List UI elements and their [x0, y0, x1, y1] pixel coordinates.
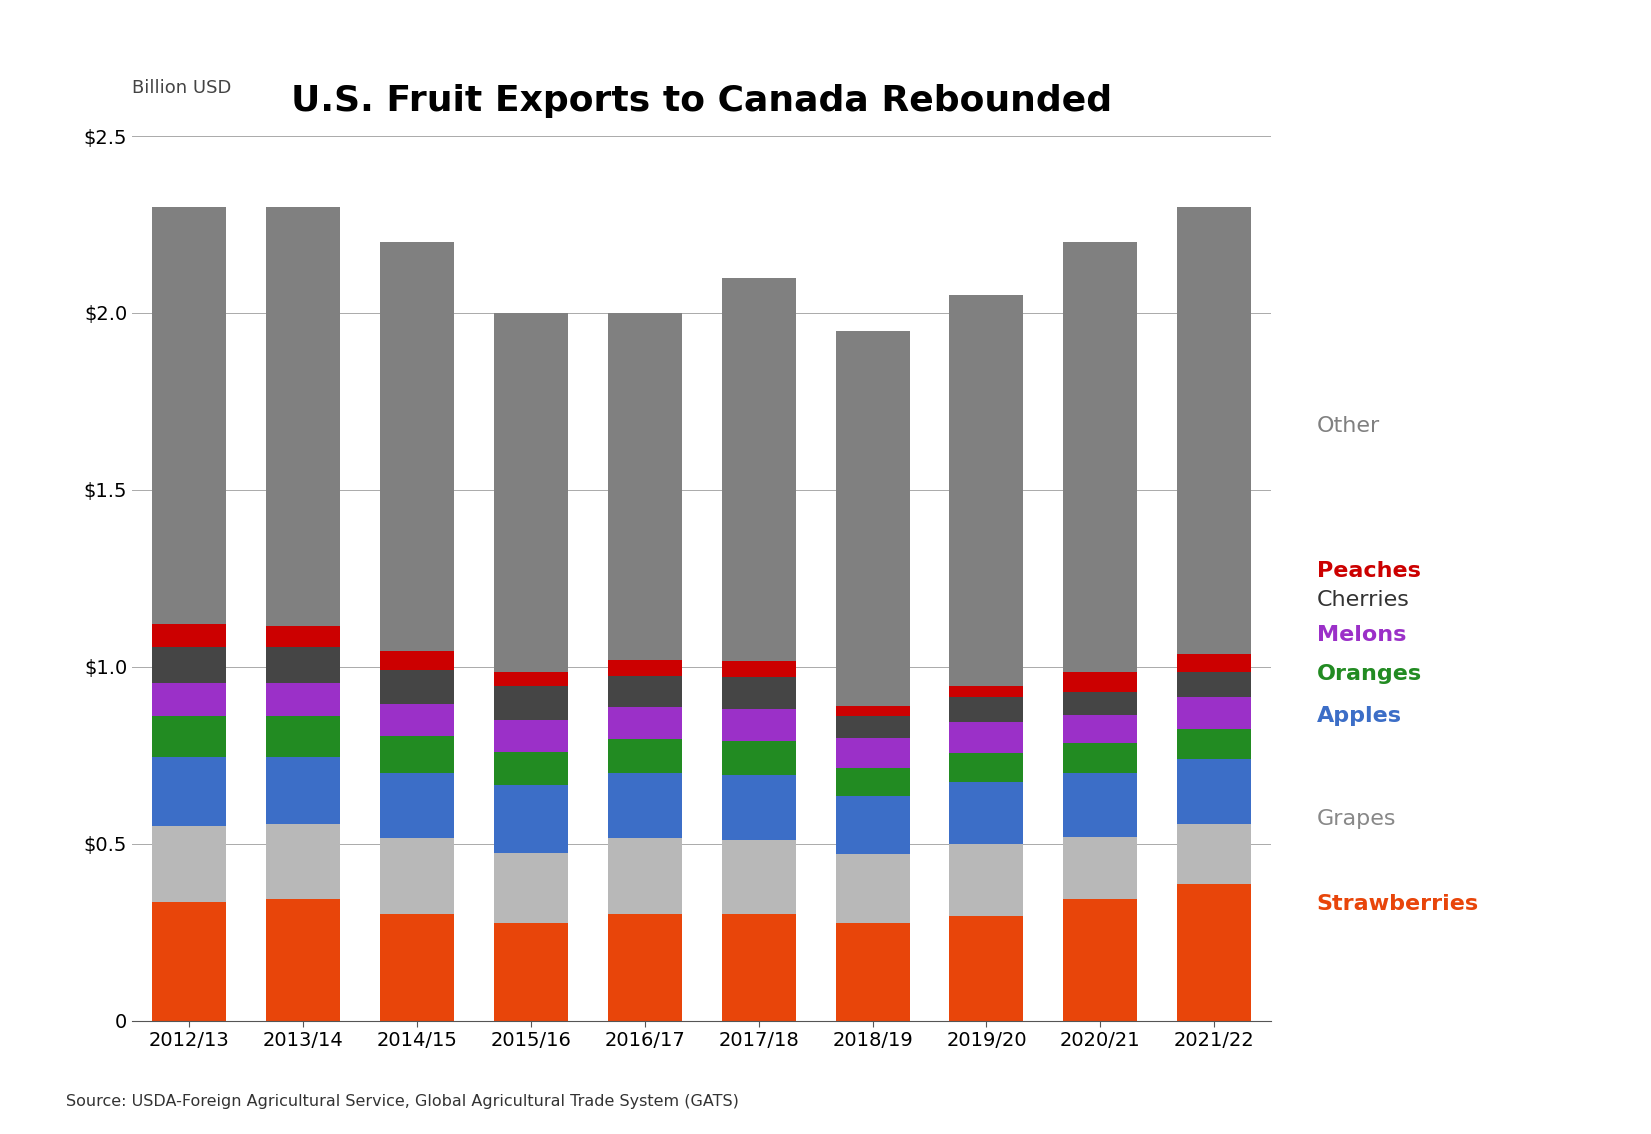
Bar [380, 243, 454, 651]
Bar [494, 672, 568, 686]
Bar [835, 705, 910, 717]
Bar [266, 758, 340, 824]
Bar [152, 902, 226, 1021]
Text: Other: Other [1317, 416, 1380, 437]
Bar [152, 717, 226, 758]
Bar [608, 660, 682, 676]
Bar [266, 206, 340, 626]
Bar [721, 742, 796, 775]
Text: Billion USD: Billion USD [132, 79, 231, 98]
Bar [949, 697, 1024, 721]
Bar [1063, 243, 1138, 672]
Bar [1177, 729, 1251, 759]
Bar [608, 914, 682, 1021]
Bar [1063, 692, 1138, 714]
Bar [266, 824, 340, 898]
Bar [608, 838, 682, 914]
Bar [949, 753, 1024, 781]
Bar [835, 854, 910, 923]
Bar [949, 686, 1024, 697]
Bar [266, 717, 340, 758]
Bar [1177, 672, 1251, 697]
Bar [266, 898, 340, 1021]
Bar [266, 626, 340, 648]
Bar [1177, 697, 1251, 729]
Bar [1063, 672, 1138, 692]
Bar [380, 914, 454, 1021]
Bar [494, 786, 568, 853]
Bar [835, 331, 910, 705]
Bar [835, 768, 910, 796]
Bar [835, 796, 910, 854]
Bar [266, 683, 340, 717]
Text: Cherries: Cherries [1317, 590, 1410, 610]
Text: Peaches: Peaches [1317, 561, 1422, 582]
Bar [608, 773, 682, 838]
Title: U.S. Fruit Exports to Canada Rebounded: U.S. Fruit Exports to Canada Rebounded [291, 84, 1113, 118]
Bar [949, 844, 1024, 916]
Bar [494, 686, 568, 720]
Text: Melons: Melons [1317, 625, 1407, 645]
Bar [1177, 824, 1251, 885]
Bar [835, 717, 910, 737]
Bar [152, 758, 226, 826]
Bar [1177, 885, 1251, 1021]
Bar [380, 704, 454, 736]
Text: Grapes: Grapes [1317, 809, 1397, 829]
Text: Strawberries: Strawberries [1317, 894, 1479, 914]
Bar [721, 709, 796, 742]
Bar [949, 721, 1024, 753]
Bar [1063, 773, 1138, 837]
Bar [152, 648, 226, 683]
Bar [721, 661, 796, 677]
Bar [1177, 654, 1251, 672]
Bar [152, 826, 226, 902]
Bar [721, 914, 796, 1021]
Bar [1177, 206, 1251, 654]
Bar [266, 648, 340, 683]
Bar [608, 676, 682, 708]
Bar [1063, 714, 1138, 743]
Text: Oranges: Oranges [1317, 663, 1422, 684]
Bar [1063, 743, 1138, 773]
Bar [608, 313, 682, 660]
Bar [721, 278, 796, 661]
Bar [494, 720, 568, 752]
Bar [1063, 898, 1138, 1021]
Bar [1063, 837, 1138, 898]
Bar [608, 739, 682, 773]
Text: Source: USDA-Foreign Agricultural Service, Global Agricultural Trade System (GAT: Source: USDA-Foreign Agricultural Servic… [66, 1094, 740, 1109]
Bar [949, 781, 1024, 844]
Bar [152, 625, 226, 648]
Bar [721, 775, 796, 840]
Bar [1177, 759, 1251, 824]
Bar [835, 923, 910, 1021]
Bar [721, 677, 796, 709]
Bar [152, 206, 226, 625]
Bar [494, 853, 568, 923]
Bar [721, 840, 796, 914]
Bar [380, 838, 454, 914]
Bar [380, 773, 454, 838]
Bar [380, 736, 454, 773]
Bar [494, 752, 568, 786]
Bar [380, 670, 454, 704]
Bar [608, 708, 682, 739]
Bar [949, 916, 1024, 1021]
Bar [380, 651, 454, 670]
Bar [949, 295, 1024, 686]
Bar [494, 923, 568, 1021]
Text: Apples: Apples [1317, 706, 1402, 726]
Bar [152, 683, 226, 717]
Bar [835, 737, 910, 768]
Bar [494, 313, 568, 672]
